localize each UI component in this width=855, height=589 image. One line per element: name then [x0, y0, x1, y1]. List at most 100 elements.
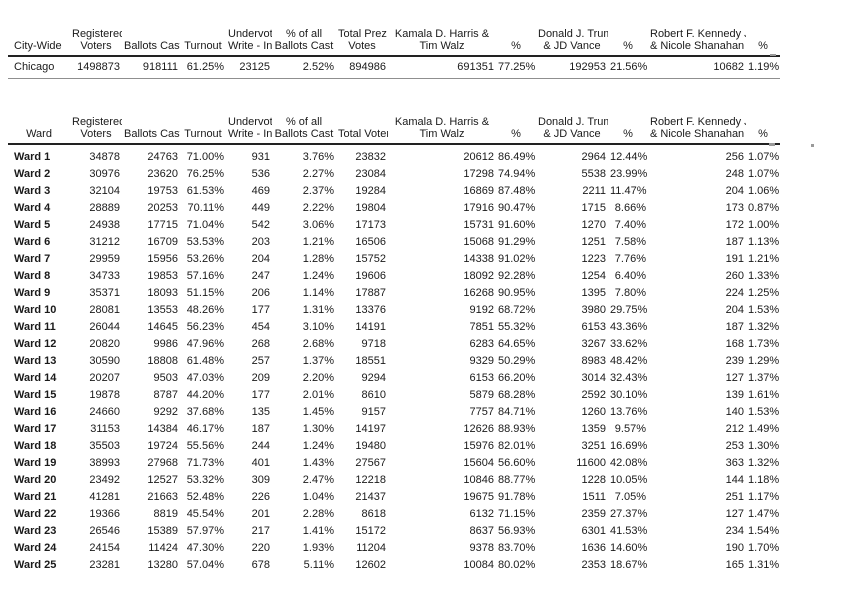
header-line: %	[623, 40, 633, 52]
data-cell: 19480	[355, 440, 386, 452]
data-cell: 23125	[226, 56, 272, 79]
data-cell: 17173	[355, 219, 386, 231]
row-label-cell: Ward 11	[14, 321, 56, 333]
header-line: Ballots Cast	[124, 128, 180, 140]
table-row: Ward 21 41281 21663 52.48% 226 1.04% 21437 1967…	[8, 489, 780, 506]
row-label-cell: Ward 17	[14, 423, 57, 435]
data-cell: 469	[251, 185, 270, 197]
data-cell: 3251	[581, 440, 606, 452]
data-cell: 44.20%	[186, 389, 224, 401]
data-cell: 3014	[581, 372, 606, 384]
column-header: Robert F. Kennedy Jr. & Nicole Shanahan	[648, 18, 746, 57]
data-cell: 135	[251, 406, 270, 418]
header-line: Robert F. Kennedy Jr.	[650, 116, 746, 128]
data-cell: 35503	[89, 440, 120, 452]
data-cell: 84.71%	[498, 406, 536, 418]
data-cell: 256	[725, 151, 744, 163]
data-cell: 53.26%	[186, 253, 224, 265]
data-cell: 177	[251, 304, 270, 316]
header-line: Turnout	[184, 128, 222, 140]
data-cell: 32104	[89, 185, 120, 197]
table-row: Ward 4 28889 20253 70.11% 449 2.22% 19804 17916…	[8, 200, 780, 217]
data-cell: 1.25%	[748, 287, 780, 299]
column-header: Undervote /Write - In	[226, 106, 272, 145]
data-cell: 8787	[153, 389, 178, 401]
data-cell: 1228	[581, 474, 606, 486]
data-cell: 20820	[89, 338, 120, 350]
data-cell: 206	[251, 287, 270, 299]
row-label-cell: Ward 19	[14, 457, 57, 469]
stray-print-mark	[770, 54, 776, 56]
data-cell: 2.27%	[302, 168, 334, 180]
data-cell: 51.15%	[186, 287, 224, 299]
header-line: Voters	[80, 40, 112, 52]
data-cell: 23620	[147, 168, 178, 180]
data-cell: 7.05%	[614, 491, 646, 503]
data-cell: 16709	[147, 236, 178, 248]
table-row: Ward 6 31212 16709 53.53% 203 1.21% 16506 15068…	[8, 234, 780, 251]
data-cell: 9157	[361, 406, 386, 418]
data-cell: 2353	[581, 559, 606, 571]
data-cell: 31212	[89, 236, 120, 248]
data-cell: 32.43%	[610, 372, 648, 384]
data-cell: 29.75%	[610, 304, 648, 316]
header-line: Registered	[72, 116, 122, 128]
data-cell: 918111	[122, 56, 180, 79]
data-cell: 5538	[581, 168, 606, 180]
data-cell: 1395	[581, 287, 606, 299]
data-cell: 23084	[355, 168, 386, 180]
data-cell: 1270	[581, 219, 606, 231]
data-cell: 17298	[463, 168, 494, 180]
data-cell: 86.49%	[498, 151, 536, 163]
data-cell: 21437	[355, 491, 386, 503]
data-cell: 13553	[147, 304, 178, 316]
data-cell: 24154	[89, 542, 120, 554]
data-cell: 401	[251, 457, 270, 469]
data-cell: 52.48%	[186, 491, 224, 503]
data-cell: 12626	[463, 423, 494, 435]
data-cell: 47.03%	[186, 372, 224, 384]
citywide-results-table: City-Wide Registered Voters Ballots Cast Tur…	[8, 18, 780, 79]
data-cell: 1511	[582, 491, 606, 503]
data-cell: 1.61%	[748, 389, 780, 401]
data-cell: 1.43%	[302, 457, 334, 469]
table-row: Ward 5 24938 17715 71.04% 542 3.06% 17173 15731…	[8, 217, 780, 234]
header-line	[498, 116, 534, 128]
data-cell: 2.52%	[272, 56, 336, 79]
table-row: Ward 11 26044 14645 56.23% 454 3.10% 14191 7851…	[8, 319, 780, 336]
data-cell: 57.97%	[186, 525, 224, 537]
data-cell: 56.93%	[498, 525, 536, 537]
header-line	[338, 116, 386, 128]
column-header: %	[746, 18, 780, 57]
table-row: Ward 20 23492 12527 53.32% 309 2.47% 12218 1084…	[8, 472, 780, 489]
data-cell: 30.10%	[610, 389, 648, 401]
data-cell: 1636	[581, 542, 606, 554]
data-cell: 71.73%	[186, 457, 224, 469]
data-cell: 26044	[89, 321, 120, 333]
data-cell: 1.30%	[748, 440, 780, 452]
data-cell: 12602	[355, 559, 386, 571]
data-cell: 168	[725, 338, 744, 350]
data-cell: 68.28%	[498, 389, 536, 401]
column-header: Donald J. Trump& JD Vance	[536, 18, 608, 57]
table-row: Ward 3 32104 19753 61.53% 469 2.37% 19284 16869…	[8, 183, 780, 200]
data-cell: 678	[251, 559, 270, 571]
data-cell: 20207	[89, 372, 120, 384]
data-cell: 14338	[463, 253, 494, 265]
row-label-cell: Ward 18	[14, 440, 57, 452]
data-cell: 37.68%	[186, 406, 224, 418]
data-cell: 68.72%	[498, 304, 536, 316]
data-cell: 3.10%	[302, 321, 334, 333]
row-label-cell: Ward 23	[14, 525, 57, 537]
data-cell: 9329	[469, 355, 494, 367]
column-header: %	[496, 106, 536, 145]
data-cell: 9986	[153, 338, 178, 350]
data-cell: 18093	[147, 287, 178, 299]
data-cell: 1.29%	[748, 355, 780, 367]
data-cell: 204	[251, 253, 270, 265]
data-cell: 38993	[89, 457, 120, 469]
data-cell: 26546	[89, 525, 120, 537]
data-cell: 53.32%	[186, 474, 224, 486]
data-cell: 1.30%	[302, 423, 334, 435]
data-cell: 9503	[153, 372, 178, 384]
